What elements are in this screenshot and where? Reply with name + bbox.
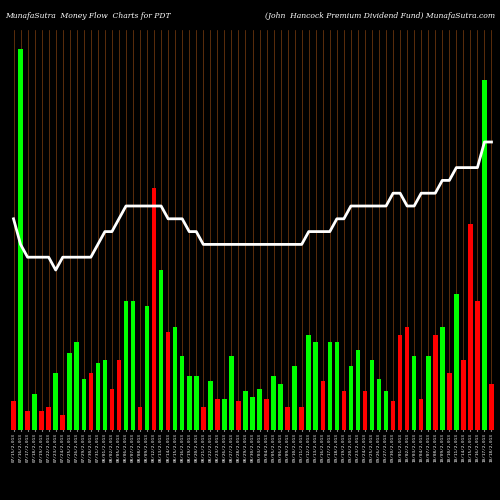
Bar (384, 391, 388, 430)
Bar (46, 408, 51, 430)
Bar (292, 366, 297, 430)
Bar (60, 414, 65, 430)
Bar (152, 188, 156, 430)
Bar (82, 378, 86, 430)
Bar (236, 401, 240, 430)
Bar (468, 224, 472, 430)
Bar (222, 399, 226, 430)
Bar (26, 412, 30, 430)
Bar (257, 389, 262, 430)
Bar (229, 356, 234, 430)
Bar (130, 302, 136, 430)
Bar (243, 391, 248, 430)
Bar (278, 384, 283, 430)
Bar (286, 408, 290, 430)
Bar (300, 408, 304, 430)
Bar (102, 360, 107, 430)
Bar (74, 342, 79, 430)
Bar (440, 327, 444, 430)
Bar (145, 306, 150, 430)
Bar (124, 302, 128, 430)
Bar (166, 332, 170, 430)
Bar (433, 336, 438, 430)
Bar (405, 327, 409, 430)
Bar (306, 336, 311, 430)
Bar (32, 394, 37, 430)
Bar (489, 384, 494, 430)
Bar (461, 360, 466, 430)
Bar (419, 399, 424, 430)
Bar (194, 376, 198, 430)
Bar (40, 412, 44, 430)
Bar (314, 342, 318, 430)
Bar (159, 270, 164, 430)
Bar (342, 391, 346, 430)
Bar (250, 397, 255, 430)
Bar (376, 378, 382, 430)
Bar (54, 374, 58, 430)
Bar (96, 363, 100, 430)
Bar (187, 376, 192, 430)
Bar (68, 353, 72, 430)
Bar (138, 408, 142, 430)
Bar (180, 356, 184, 430)
Bar (11, 401, 16, 430)
Bar (215, 399, 220, 430)
Bar (412, 356, 416, 430)
Text: (John  Hancock Premium Dividend Fund) MunafaSutra.com: (John Hancock Premium Dividend Fund) Mun… (265, 12, 495, 20)
Bar (447, 374, 452, 430)
Bar (173, 327, 178, 430)
Bar (475, 302, 480, 430)
Bar (208, 380, 212, 430)
Bar (88, 374, 93, 430)
Bar (264, 399, 269, 430)
Bar (362, 391, 367, 430)
Bar (370, 360, 374, 430)
Bar (18, 49, 23, 430)
Bar (116, 360, 121, 430)
Bar (328, 342, 332, 430)
Bar (454, 294, 458, 430)
Bar (391, 401, 396, 430)
Bar (201, 408, 205, 430)
Bar (398, 336, 402, 430)
Bar (348, 366, 353, 430)
Bar (320, 380, 325, 430)
Bar (426, 356, 430, 430)
Bar (272, 376, 276, 430)
Bar (482, 80, 486, 430)
Text: MunafaSutra  Money Flow  Charts for PDT: MunafaSutra Money Flow Charts for PDT (5, 12, 170, 20)
Bar (356, 350, 360, 430)
Bar (334, 342, 339, 430)
Bar (110, 389, 114, 430)
